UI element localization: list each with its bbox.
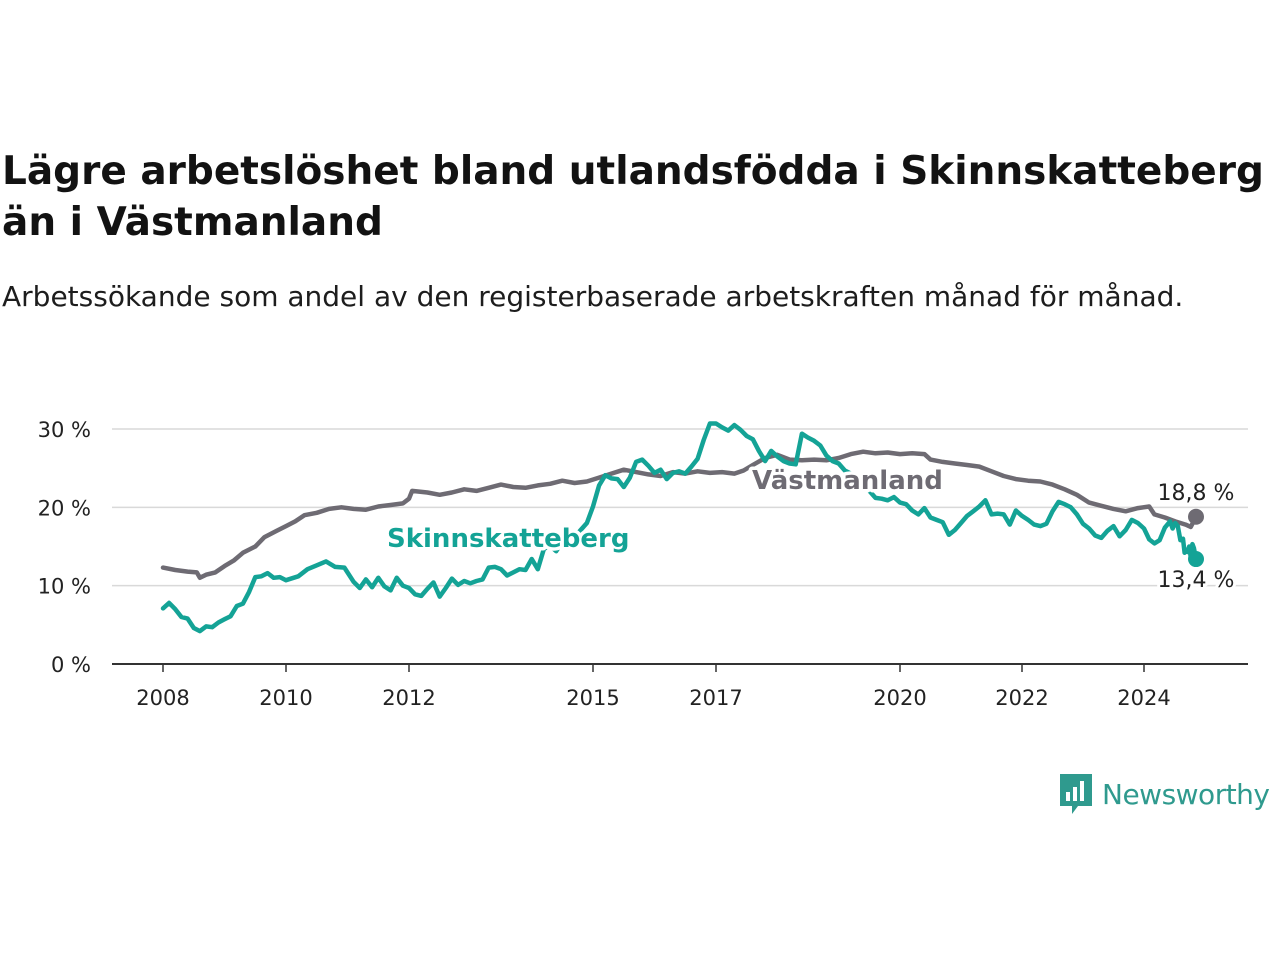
- x-tick-label: 2020: [873, 686, 926, 710]
- series-lines: [160, 421, 1204, 634]
- series-end-dot: [1188, 508, 1204, 525]
- y-tick-label: 0 %: [51, 653, 91, 677]
- end-label-halo: 18,8 %: [1158, 481, 1235, 506]
- series-label: Skinnskatteberg: [387, 524, 629, 554]
- x-axis-ticks: 2008 2010 2012 2015 2017 2020 2022 2024: [136, 664, 1171, 710]
- x-tick-label: 2017: [689, 686, 742, 710]
- y-tick-label: 10 %: [38, 575, 91, 599]
- series-label-halo: Skinnskatteberg: [387, 524, 629, 554]
- x-tick-label: 2008: [136, 686, 189, 710]
- y-tick-label: 20 %: [38, 496, 91, 520]
- x-tick-label: 2012: [382, 686, 435, 710]
- series-label: Västmanland: [752, 466, 943, 496]
- series-line-1: [160, 421, 1199, 634]
- end-label-halo: 13,4 %: [1158, 568, 1235, 593]
- x-tick-label: 2010: [259, 686, 312, 710]
- chart-subtitle: Arbetssökande som andel av den registerb…: [2, 280, 1184, 313]
- x-tick-label: 2024: [1117, 686, 1170, 710]
- series-end-dot: [1188, 551, 1204, 568]
- newsworthy-logo-icon: [1060, 774, 1092, 814]
- line-chart: 0 % 10 % 20 % 30 % 2008 2010 2012 2015 2017 2020…: [38, 418, 1248, 710]
- end-value-label: 18,8 %: [1158, 481, 1235, 506]
- newsworthy-logo[interactable]: Newsworthy: [1058, 772, 1270, 816]
- gridlines: [112, 428, 1248, 587]
- series-label-halo: Västmanland: [752, 466, 943, 496]
- series-labels: VästmanlandVästmanlandSkinnskattebergSki…: [384, 463, 1238, 597]
- brand-name: Newsworthy: [1102, 777, 1270, 811]
- y-tick-label: 30 %: [38, 418, 91, 442]
- end-value-label: 13,4 %: [1158, 568, 1235, 593]
- x-tick-label: 2022: [995, 686, 1048, 710]
- chart-title: Lägre arbetslöshet bland utlandsfödda i …: [2, 149, 1264, 245]
- y-axis-ticks: 0 % 10 % 20 % 30 %: [38, 418, 91, 677]
- x-tick-label: 2015: [566, 686, 619, 710]
